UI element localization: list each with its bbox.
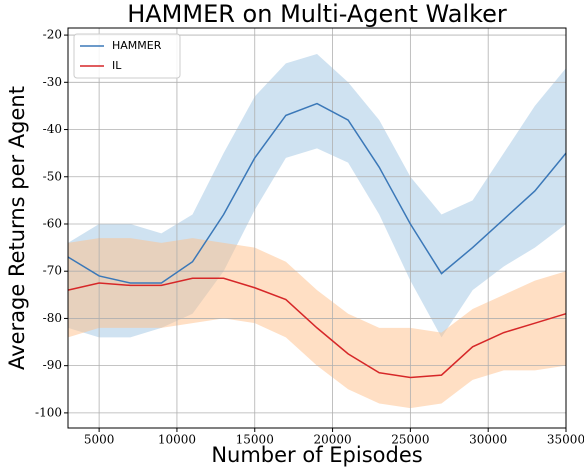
x-axis-label: Number of Episodes	[211, 443, 422, 467]
y-tick-label: -40	[43, 122, 62, 136]
chart-title: HAMMER on Multi-Agent Walker	[127, 0, 507, 28]
plot-frame	[67, 27, 567, 429]
legend-label: HAMMER	[112, 39, 162, 52]
x-tick-label: 10000	[158, 433, 196, 447]
x-tick-label: 25000	[391, 433, 429, 447]
y-tick-label: -30	[43, 75, 62, 89]
legend-label: IL	[112, 59, 122, 72]
y-tick-label: -50	[43, 169, 62, 183]
x-tick-label: 30000	[469, 433, 507, 447]
y-tick-label: -80	[43, 311, 62, 325]
x-tick-label: 15000	[236, 433, 274, 447]
y-tick-label: -60	[43, 216, 62, 230]
line	[67, 102, 567, 284]
y-tick-label: -70	[43, 264, 62, 278]
y-tick-label: -90	[43, 358, 62, 372]
legend-box	[73, 33, 181, 79]
line	[67, 277, 567, 379]
x-tick-label: 35000	[547, 433, 584, 447]
x-tick-label: 20000	[313, 433, 351, 447]
y-tick-label: -20	[43, 28, 62, 42]
y-axis-label: Average Returns per Agent	[5, 86, 29, 370]
y-tick-label: -100	[35, 405, 62, 419]
x-tick-label: 5000	[84, 433, 115, 447]
